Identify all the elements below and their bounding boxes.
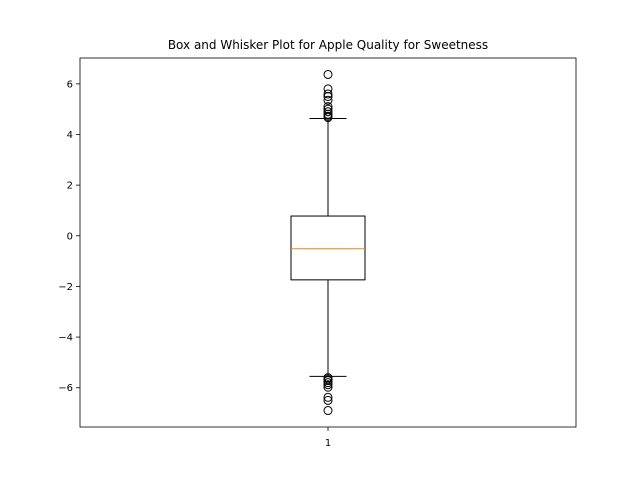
y-tick-label: −4 [58, 333, 73, 344]
outlier-point [323, 84, 333, 94]
y-tick-label: −2 [58, 282, 73, 293]
outlier-point [323, 95, 333, 105]
outlier-point [323, 69, 333, 79]
outlier-point [323, 104, 333, 114]
y-tick-label: 4 [67, 130, 73, 141]
outlier-point [323, 89, 333, 99]
x-tick-label: 1 [325, 438, 331, 449]
y-tick-label: 2 [67, 181, 73, 192]
outlier-point [323, 380, 333, 390]
y-tick-label: −6 [58, 383, 73, 394]
iqr-box [290, 215, 366, 281]
axes: 1 −6 −4 −2 0 2 4 6 [58, 57, 577, 449]
outlier-point [323, 102, 333, 112]
outlier-point [323, 406, 333, 416]
outlier-point [323, 392, 333, 402]
axes-frame [79, 57, 577, 428]
chart-title: Box and Whisker Plot for Apple Quality f… [168, 38, 488, 52]
outlier-point [323, 107, 333, 117]
plot-area [290, 69, 366, 416]
y-tick-label: 0 [67, 231, 73, 242]
y-tick-label: 6 [67, 79, 73, 90]
outlier-point [323, 382, 333, 392]
outlier-point [323, 395, 333, 405]
